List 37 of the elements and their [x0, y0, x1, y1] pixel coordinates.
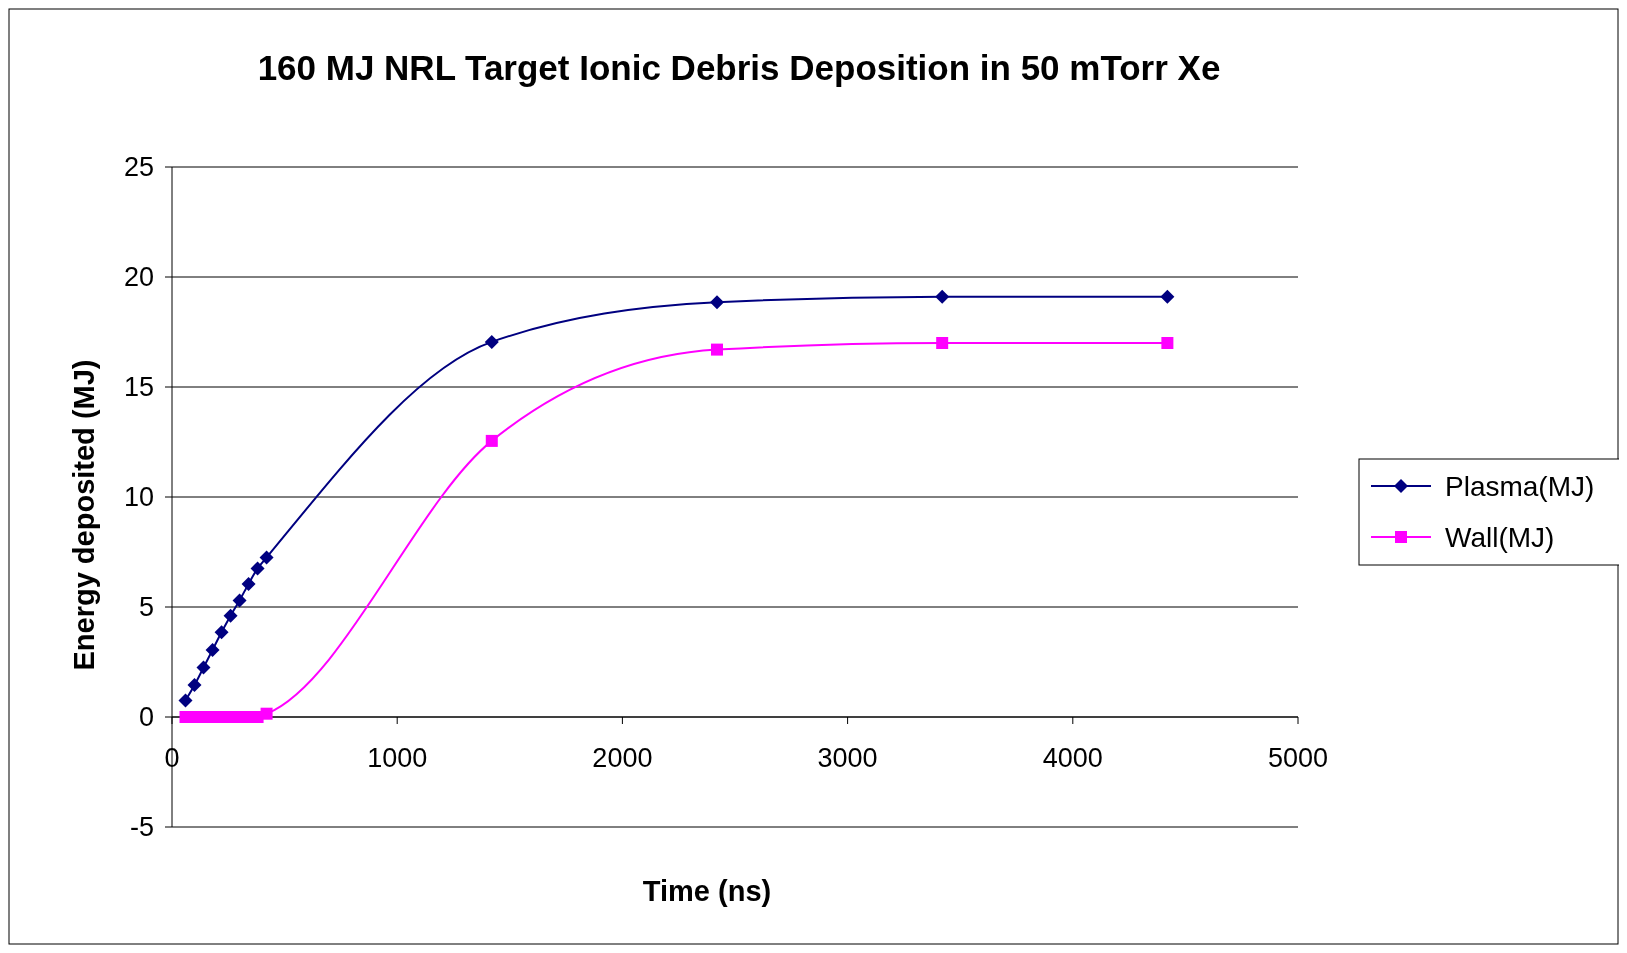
point — [250, 561, 265, 576]
y-tick-label: -5 — [129, 812, 154, 843]
point — [484, 334, 499, 349]
point — [241, 576, 256, 591]
chart-title: 160 MJ NRL Target Ionic Debris Deposition in 50 mTorr Xe — [257, 48, 1221, 87]
point — [936, 337, 949, 349]
point — [1160, 289, 1175, 304]
point — [232, 593, 247, 608]
point — [223, 608, 238, 623]
point — [187, 678, 202, 693]
point — [260, 707, 273, 720]
y-tick-label: 25 — [123, 152, 154, 183]
point — [196, 660, 211, 675]
legend-label: Wall(MJ) — [1445, 521, 1555, 553]
x-tick-label: 1000 — [367, 743, 428, 773]
point — [178, 693, 193, 708]
x-tick-label: 0 — [164, 743, 180, 773]
point — [710, 343, 723, 356]
point — [935, 289, 950, 304]
point — [205, 642, 220, 657]
point — [1161, 337, 1174, 349]
x-tick-label: 2000 — [592, 743, 653, 773]
legend-label: Plasma(MJ) — [1445, 470, 1595, 502]
y-tick-label: 0 — [138, 702, 154, 733]
point — [485, 434, 498, 447]
y-tick-label: 20 — [123, 262, 154, 293]
point — [709, 295, 724, 310]
y-tick-label: 15 — [123, 372, 154, 403]
y-tick-label: 10 — [123, 482, 154, 513]
point — [214, 625, 229, 640]
y-axis-title: Energy deposited (MJ) — [68, 359, 100, 671]
x-tick-label: 3000 — [817, 743, 878, 773]
y-tick-label: 5 — [138, 592, 154, 623]
x-axis-title: Time (ns) — [642, 875, 772, 907]
x-tick-label: 4000 — [1042, 743, 1103, 773]
x-tick-label: 5000 — [1267, 743, 1329, 773]
point — [259, 550, 274, 565]
